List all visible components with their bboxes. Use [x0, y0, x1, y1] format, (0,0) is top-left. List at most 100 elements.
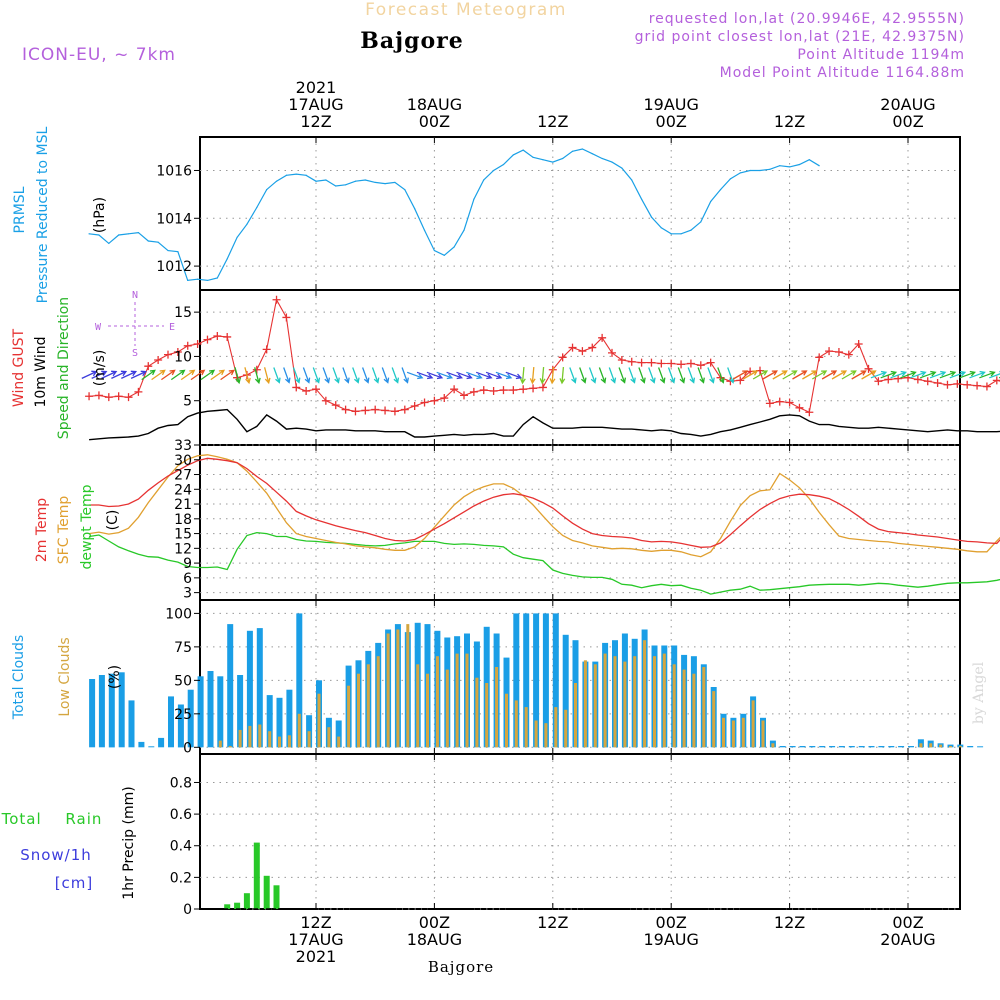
y-tick-label: 6 — [183, 571, 192, 587]
total-clouds-label: Total Clouds — [11, 635, 27, 720]
wind-direction-arrow — [263, 367, 271, 385]
pressure-point — [581, 148, 584, 150]
wind-direction-arrow — [151, 369, 166, 381]
wind-direction-arrow — [529, 367, 536, 385]
pressure-point — [404, 188, 406, 191]
pressure-point — [680, 233, 682, 235]
pressure-point — [147, 240, 149, 242]
gust-point — [302, 386, 311, 395]
wind-direction-arrow — [772, 370, 788, 380]
wind-direction-arrow — [91, 370, 108, 379]
total-clouds-bar — [888, 746, 895, 748]
wind-direction-arrow — [322, 367, 331, 384]
pressure-point — [384, 183, 386, 185]
compass-s: S — [132, 348, 138, 359]
wind-direction-arrow — [851, 370, 867, 380]
rain-bar — [243, 893, 250, 909]
wind-direction-arrow — [608, 367, 617, 384]
low-clouds-bar — [633, 656, 637, 748]
wind-direction-arrow — [401, 367, 409, 384]
wind10m-label: 10m Wind — [33, 336, 49, 407]
total-clouds-bar — [197, 676, 204, 748]
low-clouds-bar — [278, 736, 281, 748]
wind-direction-arrow — [890, 370, 907, 379]
y-tick-label: 33 — [174, 438, 192, 454]
gust-point — [647, 358, 656, 367]
total-clouds-bar — [947, 744, 954, 748]
bottom-time-label: 20AUG — [880, 930, 935, 949]
wind-direction-arrow — [618, 367, 627, 384]
gust-point — [193, 340, 202, 349]
rain-bar — [234, 902, 241, 909]
pressure-point — [335, 185, 337, 187]
wind-direction-arrow — [519, 367, 526, 385]
pressure-point — [700, 221, 702, 223]
gust-point — [913, 375, 922, 384]
gust-point — [450, 385, 459, 394]
low-clouds-bar — [505, 693, 508, 748]
total-clouds-bar — [779, 746, 786, 748]
top-time-label: 18AUG — [407, 95, 462, 114]
pressure-point — [650, 216, 653, 218]
temp2m-label: 2m Temp — [34, 498, 50, 562]
pressure-point — [345, 184, 347, 186]
gust-point — [696, 361, 705, 370]
low-clouds-bar — [396, 629, 400, 748]
credit-label: by Angel — [971, 661, 987, 724]
precip-unit: 1hr Precip (mm) — [121, 786, 137, 899]
gust-point — [933, 379, 942, 387]
gust-point — [775, 397, 784, 406]
wind-direction-arrow — [979, 370, 996, 379]
y-tick-label: 18 — [174, 512, 192, 528]
low-clouds-bar — [268, 731, 272, 748]
total-clouds-bar — [967, 746, 974, 748]
wind-direction-arrow — [234, 367, 241, 385]
pressure-point — [818, 165, 820, 167]
low-clouds-bar — [534, 720, 538, 748]
gust-point — [982, 382, 991, 391]
wind-direction-arrow — [549, 367, 556, 385]
pressure-point — [295, 173, 297, 175]
wind-direction-arrow — [180, 369, 196, 381]
y-tick-label: 9 — [183, 556, 192, 572]
low-clouds-bar — [337, 736, 341, 748]
wind-direction-arrow — [782, 370, 798, 380]
gust-point — [124, 393, 133, 402]
wind-direction-arrow — [717, 367, 725, 384]
top-time-label: 19AUG — [643, 95, 698, 114]
top-time-label: 00Z — [892, 112, 923, 131]
pressure-point — [690, 229, 692, 231]
pressure-point — [779, 165, 781, 167]
wind-unit: (m/s) — [92, 350, 108, 387]
wind-direction-arrow — [831, 370, 848, 380]
low-clouds-bar — [287, 735, 291, 748]
total-clouds-bar — [878, 746, 885, 748]
temp-unit: (C) — [105, 510, 121, 531]
total-clouds-bar — [838, 746, 845, 748]
gust-point — [953, 379, 962, 388]
total-clouds-bar — [89, 679, 96, 748]
low-clouds-bar — [416, 664, 420, 748]
wind-direction-arrow — [628, 367, 636, 384]
wind-direction-arrow — [969, 370, 986, 379]
bottom-time-label: 12Z — [774, 913, 805, 932]
wind-direction-arrow — [648, 367, 656, 384]
total-clouds-bar — [187, 689, 194, 748]
compass-rose: N S W E — [95, 290, 175, 359]
wind-direction-arrow — [121, 370, 138, 379]
bottom-time-label: 12Z — [300, 913, 331, 932]
total-clouds-bar — [513, 613, 520, 748]
wind-direction-arrow — [495, 371, 513, 380]
wind-direction-arrow — [352, 367, 360, 384]
pressure-point — [522, 149, 524, 151]
y-tick-label: 50 — [174, 673, 192, 689]
pressure-point — [177, 251, 179, 253]
total-clouds-bar — [908, 746, 914, 748]
low-clouds-bar — [218, 740, 222, 748]
pressure-point — [641, 198, 643, 200]
low-clouds-bar — [435, 656, 439, 748]
pressure-point — [532, 156, 534, 158]
